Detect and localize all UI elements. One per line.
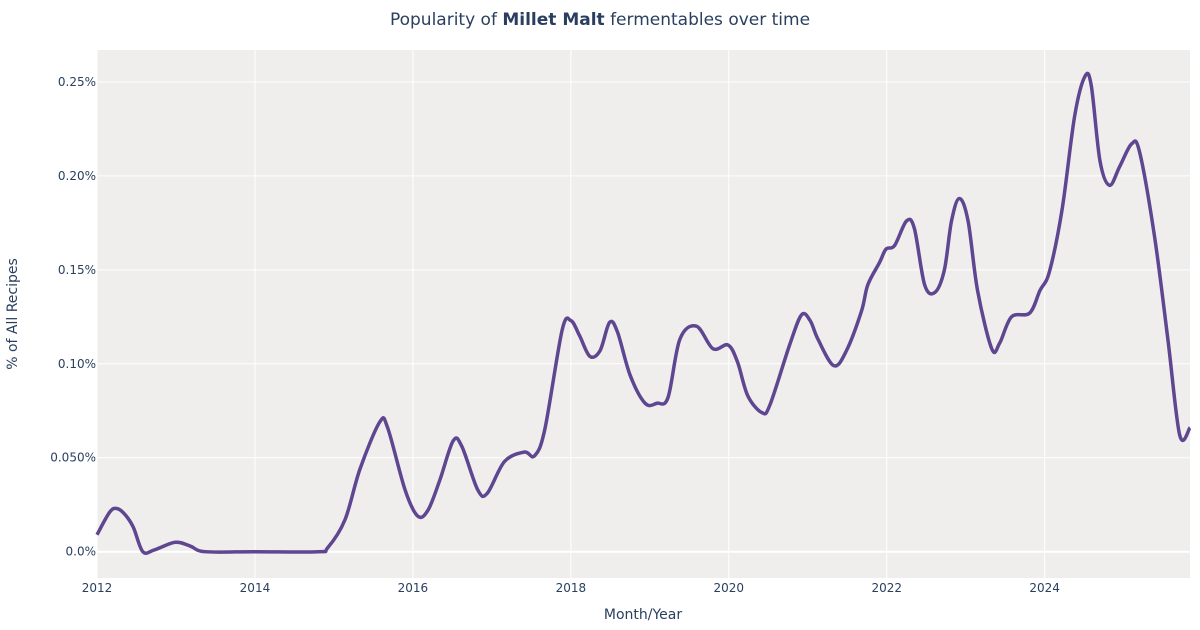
chart-title: Popularity of Millet Malt fermentables o… <box>390 10 810 30</box>
x-tick-label: 2024 <box>1029 581 1060 595</box>
plot-area <box>97 50 1190 578</box>
x-tick-label: 2014 <box>240 581 271 595</box>
series-line <box>95 71 1192 555</box>
y-axis-label: % of All Recipes <box>5 258 21 370</box>
x-tick-label: 2022 <box>871 581 902 595</box>
x-tick-label: 2016 <box>398 581 429 595</box>
y-tick-label: 0.050% <box>50 451 96 465</box>
y-tick-label: 0.15% <box>58 263 96 277</box>
x-tick-label: 2018 <box>556 581 587 595</box>
x-tick-label: 2012 <box>82 581 113 595</box>
x-axis-label: Month/Year <box>604 607 682 623</box>
y-tick-label: 0.10% <box>58 357 96 371</box>
x-tick-label: 2020 <box>714 581 745 595</box>
y-tick-label: 0.20% <box>58 169 96 183</box>
y-tick-label: 0.25% <box>58 75 96 89</box>
y-tick-label: 0.0% <box>66 545 97 559</box>
tick-labels: 2012 2014 2016 2018 2020 2022 2024 0.0% 0.050% 0.… <box>50 75 1060 595</box>
